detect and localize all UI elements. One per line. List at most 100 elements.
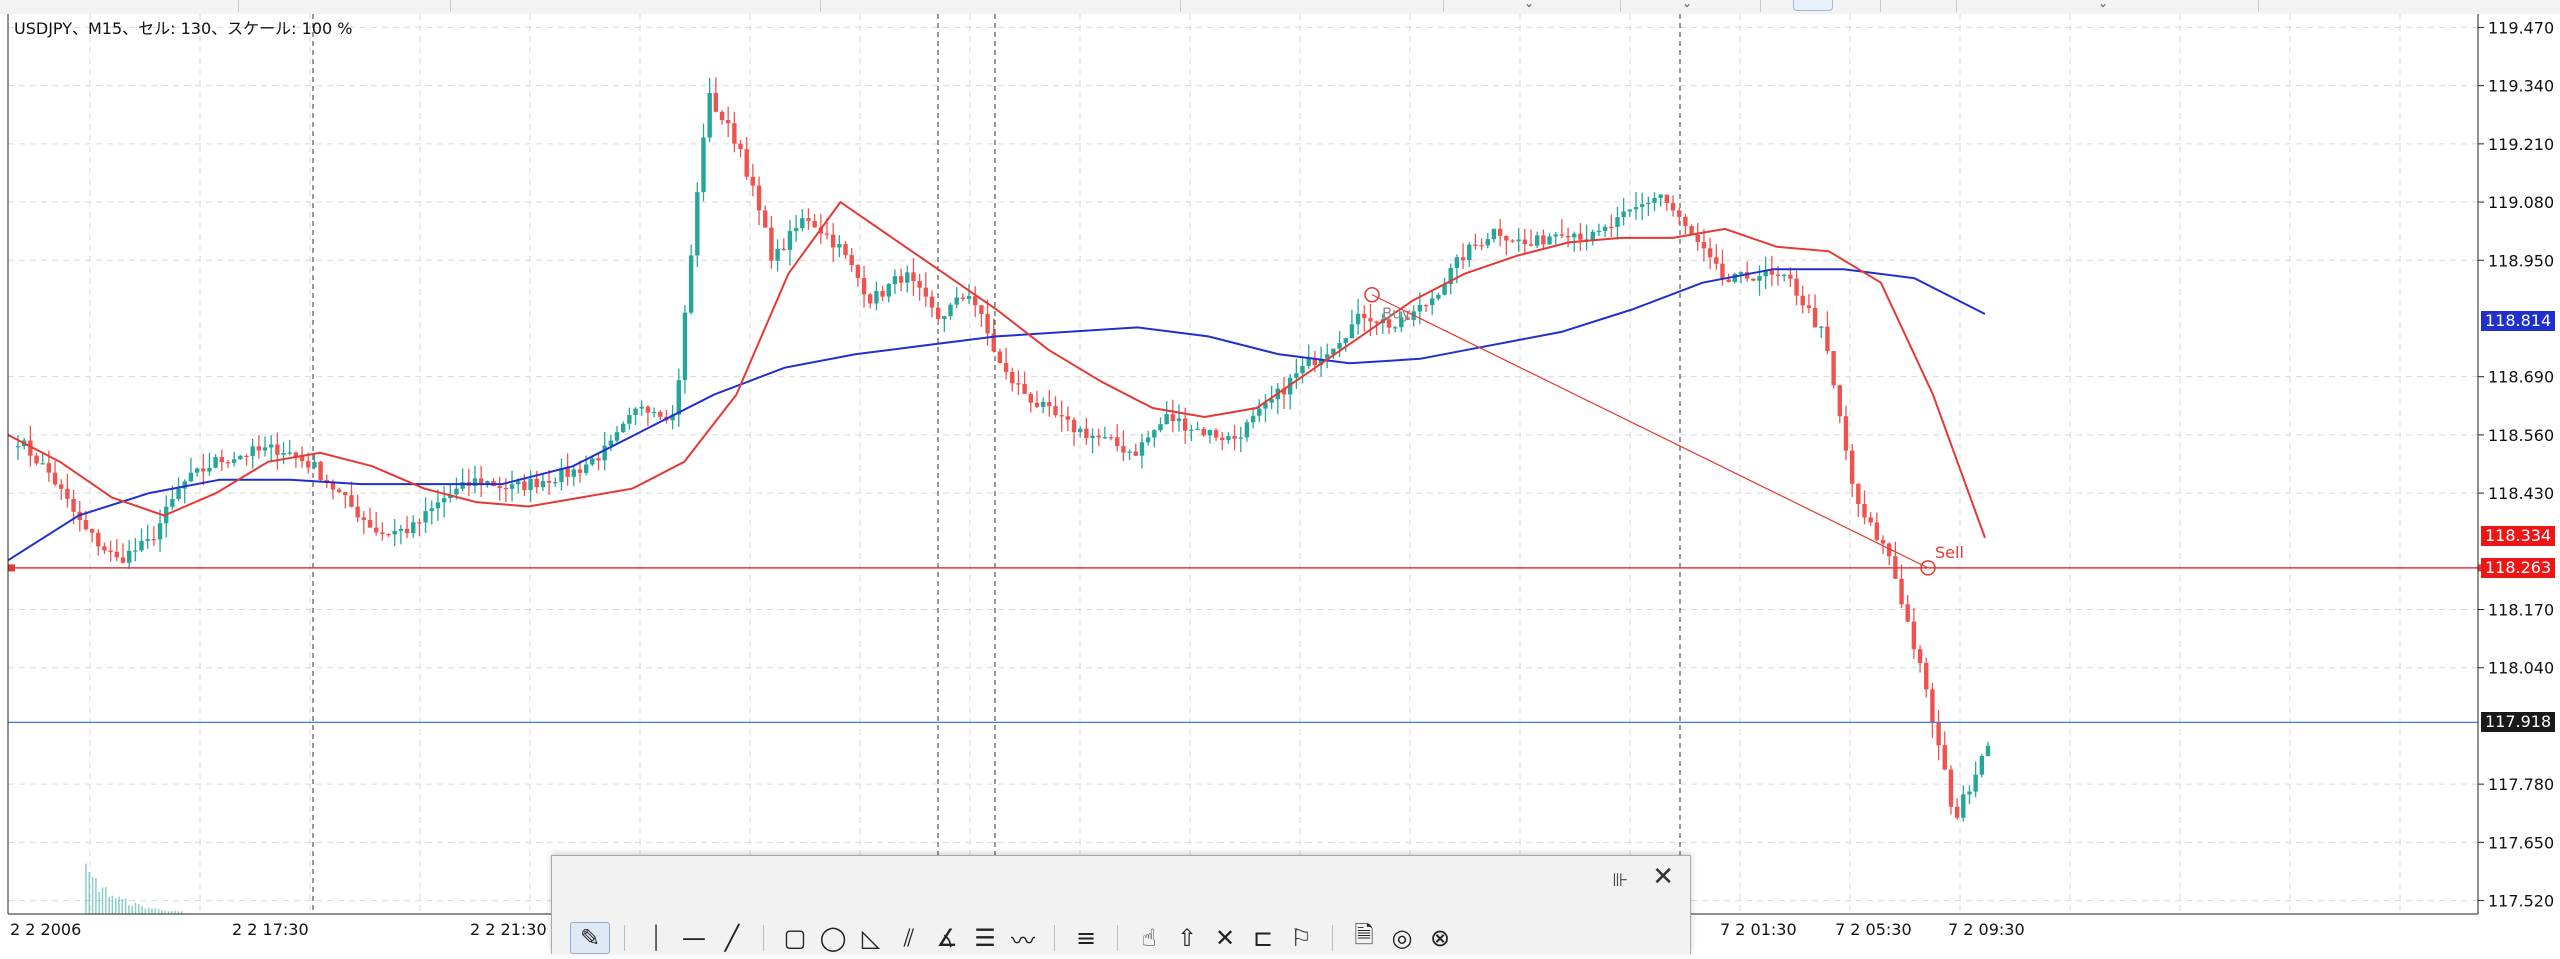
candle-body <box>1399 317 1404 328</box>
close-icon[interactable]: ✕ <box>1652 862 1674 892</box>
candle-body <box>639 406 644 409</box>
fibonacci-icon[interactable]: ☰ <box>974 924 996 952</box>
document-icon[interactable]: 🗎 <box>1354 920 1374 949</box>
candle-body <box>1127 451 1132 453</box>
candle-body <box>1744 272 1750 279</box>
dock-icon[interactable]: ⊪ <box>1612 870 1628 891</box>
candle-body <box>1701 241 1707 249</box>
candle-body <box>1090 435 1095 439</box>
candle-body <box>732 123 737 144</box>
candle-body <box>892 276 898 285</box>
order-price-tag: 118.263 <box>2481 557 2556 578</box>
target-icon[interactable]: ◎ <box>1391 924 1413 952</box>
time-tick-label: 2 2 2006 <box>10 920 81 939</box>
candle-body <box>1355 313 1361 325</box>
toolbar-separator <box>238 0 239 12</box>
candle-body <box>287 452 292 454</box>
delete-all-icon[interactable]: ⊗ <box>1429 924 1451 952</box>
chevron-down-icon[interactable]: ⌄ <box>1524 0 1535 10</box>
candle-body <box>1003 362 1009 373</box>
price-tick-label: 119.470 <box>2488 18 2554 37</box>
candle-body <box>1973 774 1978 792</box>
price-label-icon[interactable]: ⊏ <box>1252 924 1274 952</box>
candle-body <box>948 304 953 317</box>
candle-body <box>719 111 725 121</box>
candle-body <box>1479 245 1484 247</box>
candle-body <box>1454 257 1460 268</box>
candle-body <box>590 458 595 465</box>
price-chart[interactable]: Buy Sell 119.470 119.340 119.210 119.080 118… <box>0 14 2560 953</box>
candle-body <box>911 272 916 282</box>
candle-body <box>756 185 762 211</box>
order-line-handle[interactable] <box>8 564 15 572</box>
candle-body <box>1510 240 1515 242</box>
candle-body <box>1349 324 1355 339</box>
candle-body <box>343 491 348 496</box>
candle-body <box>1343 338 1348 344</box>
candle-body <box>330 482 336 490</box>
candle-body <box>170 498 175 507</box>
candle-body <box>559 468 564 483</box>
candle-body <box>627 415 632 424</box>
flag-icon[interactable]: ⚐ <box>1290 924 1312 952</box>
cross-icon[interactable]: ✕ <box>1214 924 1236 952</box>
candle-body <box>1590 231 1595 240</box>
triangle-icon[interactable]: ◺ <box>861 924 881 952</box>
thumbs-up-icon[interactable]: ☝ <box>1141 924 1157 952</box>
candle-body <box>1220 437 1225 441</box>
chevron-down-icon[interactable]: ⌄ <box>1682 0 1693 10</box>
vertical-line-icon[interactable]: ⏐ <box>649 924 663 952</box>
gann-fan-icon[interactable]: ∡ <box>936 924 958 952</box>
candle-body <box>1096 435 1101 438</box>
candle-body <box>114 551 120 558</box>
time-tick-label: 7 2 09:30 <box>1948 920 2025 939</box>
rectangle-icon[interactable]: ▢ <box>783 924 807 952</box>
pitchfork-icon[interactable]: ⫽ <box>903 924 915 952</box>
toolbar-separator <box>1956 0 1957 12</box>
candle-body <box>1250 415 1256 423</box>
tool-separator <box>624 925 625 951</box>
candle-body <box>34 455 39 464</box>
candle-body <box>40 463 45 465</box>
draw-mode-icon[interactable]: ✎ <box>570 922 610 954</box>
time-tick-label: 2 2 21:30 <box>470 920 547 939</box>
candle-body <box>688 255 694 313</box>
price-tick-label: 119.210 <box>2488 135 2554 154</box>
candle-body <box>213 457 218 468</box>
candle-body <box>565 468 570 477</box>
toolbar-separator <box>1880 0 1881 12</box>
ellipse-icon[interactable]: ◯ <box>819 924 847 952</box>
tool-separator <box>763 925 764 951</box>
candle-body <box>1658 194 1663 198</box>
candle-body <box>1467 244 1472 261</box>
toolbar-separator <box>1620 0 1621 12</box>
drawing-tools-panel[interactable]: ⊪ ✕ ✎ ⏐ — ╱ ▢ ◯ ◺ ⫽ ∡ ☰ 〰 ≡ ☝ ⇧ ✕ ⊏ ⚐ 🗎 ◎ ⊗ <box>551 855 1691 955</box>
ma-fast-price-tag: 118.334 <box>2481 526 2556 547</box>
arrow-up-icon[interactable]: ⇧ <box>1176 924 1198 952</box>
elliott-wave-icon[interactable]: 〰 <box>1011 926 1035 955</box>
horizontal-line-icon[interactable]: — <box>682 924 706 952</box>
candle-body <box>1158 424 1163 431</box>
candle-body <box>157 523 163 540</box>
candle-body <box>905 272 910 283</box>
candle-body <box>1615 217 1620 227</box>
candle-body <box>1368 318 1373 322</box>
candle-body <box>1417 305 1423 312</box>
candle-body <box>139 540 144 551</box>
candle-body <box>1843 416 1849 451</box>
candle-body <box>1954 806 1960 818</box>
levels-icon[interactable]: ≡ <box>1075 924 1097 952</box>
candle-body <box>1084 428 1089 439</box>
candlestick-series[interactable] <box>15 77 1991 822</box>
candle-body <box>478 478 484 484</box>
price-tick-label: 118.040 <box>2488 659 2554 678</box>
candle-body <box>979 305 984 314</box>
candle-body <box>1392 327 1398 329</box>
toolbar-active-button[interactable] <box>1793 0 1833 11</box>
time-tick-label: 7 2 05:30 <box>1835 920 1912 939</box>
trend-line-icon[interactable]: ╱ <box>724 924 740 952</box>
candle-body <box>1491 228 1497 240</box>
drawing-tools-row: ✎ ⏐ — ╱ ▢ ◯ ◺ ⫽ ∡ ☰ 〰 ≡ ☝ ⇧ ✕ ⊏ ⚐ 🗎 ◎ ⊗ <box>570 920 1457 955</box>
chevron-down-icon[interactable]: ⌄ <box>2098 0 2109 10</box>
candle-body <box>1040 402 1046 407</box>
